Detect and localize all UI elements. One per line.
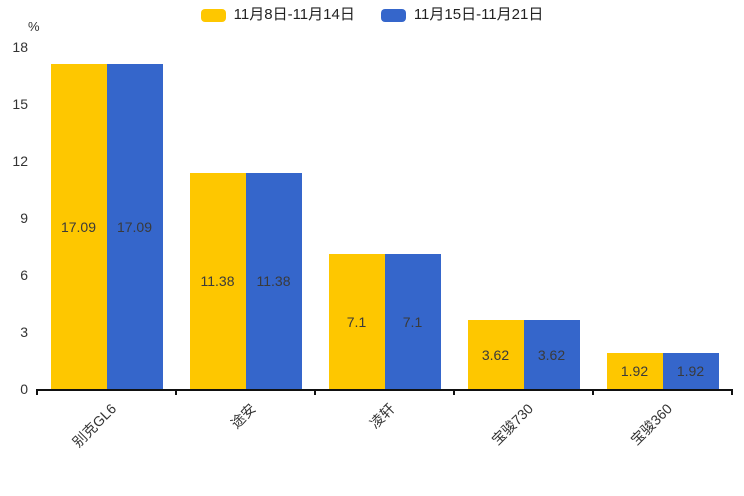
category-label-宝骏730: 宝骏730 — [488, 400, 537, 449]
legend: 11月8日-11月14日 11月15日-11月21日 — [0, 6, 744, 24]
bar-value-label: 17.09 — [116, 218, 153, 235]
legend-label-week1: 11月8日-11月14日 — [233, 6, 355, 23]
bar-11月8日-11月14日-凌轩[interactable]: 7.1 — [328, 254, 385, 389]
category-label-wrap: 途安 — [46, 399, 258, 431]
x-axis-tick — [592, 389, 594, 395]
category-label-别克GL6: 别克GL6 — [69, 400, 120, 451]
y-axis-tick-label: 3 — [20, 324, 28, 340]
x-axis-tick — [36, 389, 38, 395]
bar-11月8日-11月14日-宝骏730[interactable]: 3.62 — [467, 320, 524, 389]
legend-item-week2[interactable]: 11月15日-11月21日 — [380, 6, 544, 24]
bar-11月8日-11月14日-别克GL6[interactable]: 17.09 — [50, 64, 107, 389]
category-label-凌轩: 凌轩 — [366, 400, 398, 432]
bar-value-label: 3.62 — [537, 346, 566, 363]
x-axis-tick — [731, 389, 733, 395]
x-axis-line — [37, 389, 733, 391]
y-axis-tick-label: 12 — [12, 153, 28, 169]
bar-value-label: 3.62 — [481, 346, 510, 363]
x-axis-tick — [453, 389, 455, 395]
bar-11月15日-11月21日-别克GL6[interactable]: 17.09 — [106, 64, 163, 389]
legend-label-week2: 11月15日-11月21日 — [413, 6, 544, 23]
category-label-wrap: 凌轩 — [185, 399, 397, 431]
bar-value-label: 1.92 — [676, 362, 705, 379]
category-label-wrap: 别克GL6 — [0, 399, 119, 450]
x-axis-tick — [175, 389, 177, 395]
category-label-宝骏360: 宝骏360 — [627, 400, 676, 449]
legend-item-week1[interactable]: 11月8日-11月14日 — [200, 6, 355, 24]
legend-swatch-week2 — [380, 8, 406, 22]
bar-11月8日-11月14日-途安[interactable]: 11.38 — [189, 172, 246, 389]
y-axis-tick-label: 9 — [20, 210, 28, 226]
bar-11月15日-11月21日-途安[interactable]: 11.38 — [245, 172, 302, 389]
y-axis-tick-label: 6 — [20, 267, 28, 283]
y-axis-tick-label: 18 — [12, 39, 28, 55]
category-label-wrap: 宝骏730 — [324, 399, 537, 448]
bar-11月15日-11月21日-宝骏360[interactable]: 1.92 — [662, 352, 719, 389]
bar-value-label: 1.92 — [620, 362, 649, 379]
category-label-途安: 途安 — [227, 400, 259, 432]
bar-value-label: 7.1 — [402, 313, 423, 330]
y-axis-tick-label: 0 — [20, 381, 28, 397]
bar-value-label: 11.38 — [200, 272, 235, 289]
legend-swatch-week1 — [200, 8, 226, 22]
bar-value-label: 17.09 — [60, 218, 97, 235]
bar-value-label: 11.38 — [256, 272, 291, 289]
y-axis-tick-label: 15 — [12, 96, 28, 112]
bar-value-label: 7.1 — [346, 313, 367, 330]
x-axis-tick — [314, 389, 316, 395]
bar-11月15日-11月21日-凌轩[interactable]: 7.1 — [384, 254, 441, 389]
category-label-wrap: 宝骏360 — [463, 399, 676, 448]
bar-11月8日-11月14日-宝骏360[interactable]: 1.92 — [606, 352, 663, 389]
bar-11月15日-11月21日-宝骏730[interactable]: 3.62 — [523, 320, 580, 389]
y-axis-unit-label: % — [28, 19, 40, 34]
